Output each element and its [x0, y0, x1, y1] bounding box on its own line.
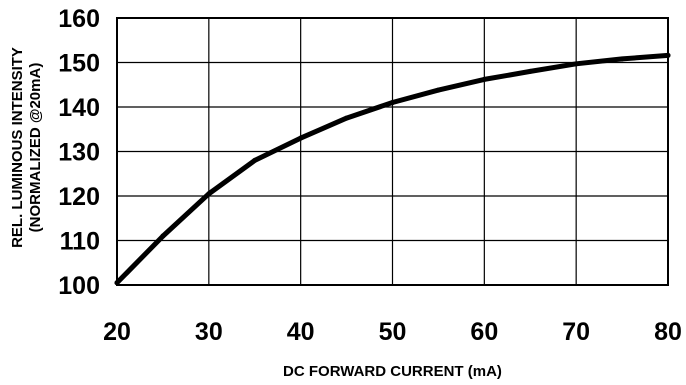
x-tick-label-2: 40	[287, 318, 315, 346]
y-tick-labels: 100 110 120 130 140 150 160	[58, 5, 100, 300]
data-point-3	[252, 157, 258, 163]
y-tick-label-4: 140	[58, 94, 100, 122]
data-point-10	[573, 61, 579, 67]
data-point-2	[206, 191, 212, 197]
y-axis-title-line2: (NORMALIZED @20mA)	[27, 63, 44, 233]
data-point-0	[114, 280, 120, 286]
data-point-11	[619, 56, 625, 62]
data-point-9	[527, 68, 533, 74]
x-tick-label-6: 80	[654, 318, 682, 346]
data-points	[114, 52, 671, 286]
plot-frame	[116, 17, 669, 286]
grid-lines	[116, 17, 669, 286]
x-axis-title: DC FORWARD CURRENT (mA)	[283, 363, 502, 380]
x-tick-label-5: 70	[562, 318, 590, 346]
y-axis-title: REL. LUMINOUS INTENSITY	[9, 47, 26, 248]
data-point-12	[665, 52, 671, 58]
x-tick-label-3: 50	[379, 318, 407, 346]
x-tick-labels: 20 30 40 50 60 70 80	[103, 318, 682, 346]
y-tick-label-6: 160	[58, 5, 100, 33]
y-tick-label-2: 120	[58, 183, 100, 211]
data-point-6	[390, 100, 395, 106]
x-tick-label-4: 60	[470, 318, 498, 346]
y-tick-label-5: 150	[58, 50, 100, 78]
y-tick-label-3: 130	[58, 139, 100, 167]
data-point-1	[160, 233, 166, 239]
data-point-5	[344, 115, 350, 121]
x-tick-label-0: 20	[103, 318, 131, 346]
y-tick-label-0: 100	[58, 272, 100, 300]
data-point-4	[298, 135, 304, 141]
x-tick-label-1: 30	[195, 318, 223, 346]
data-point-8	[481, 76, 487, 82]
y-tick-label-1: 110	[60, 228, 100, 256]
data-point-7	[435, 87, 441, 93]
